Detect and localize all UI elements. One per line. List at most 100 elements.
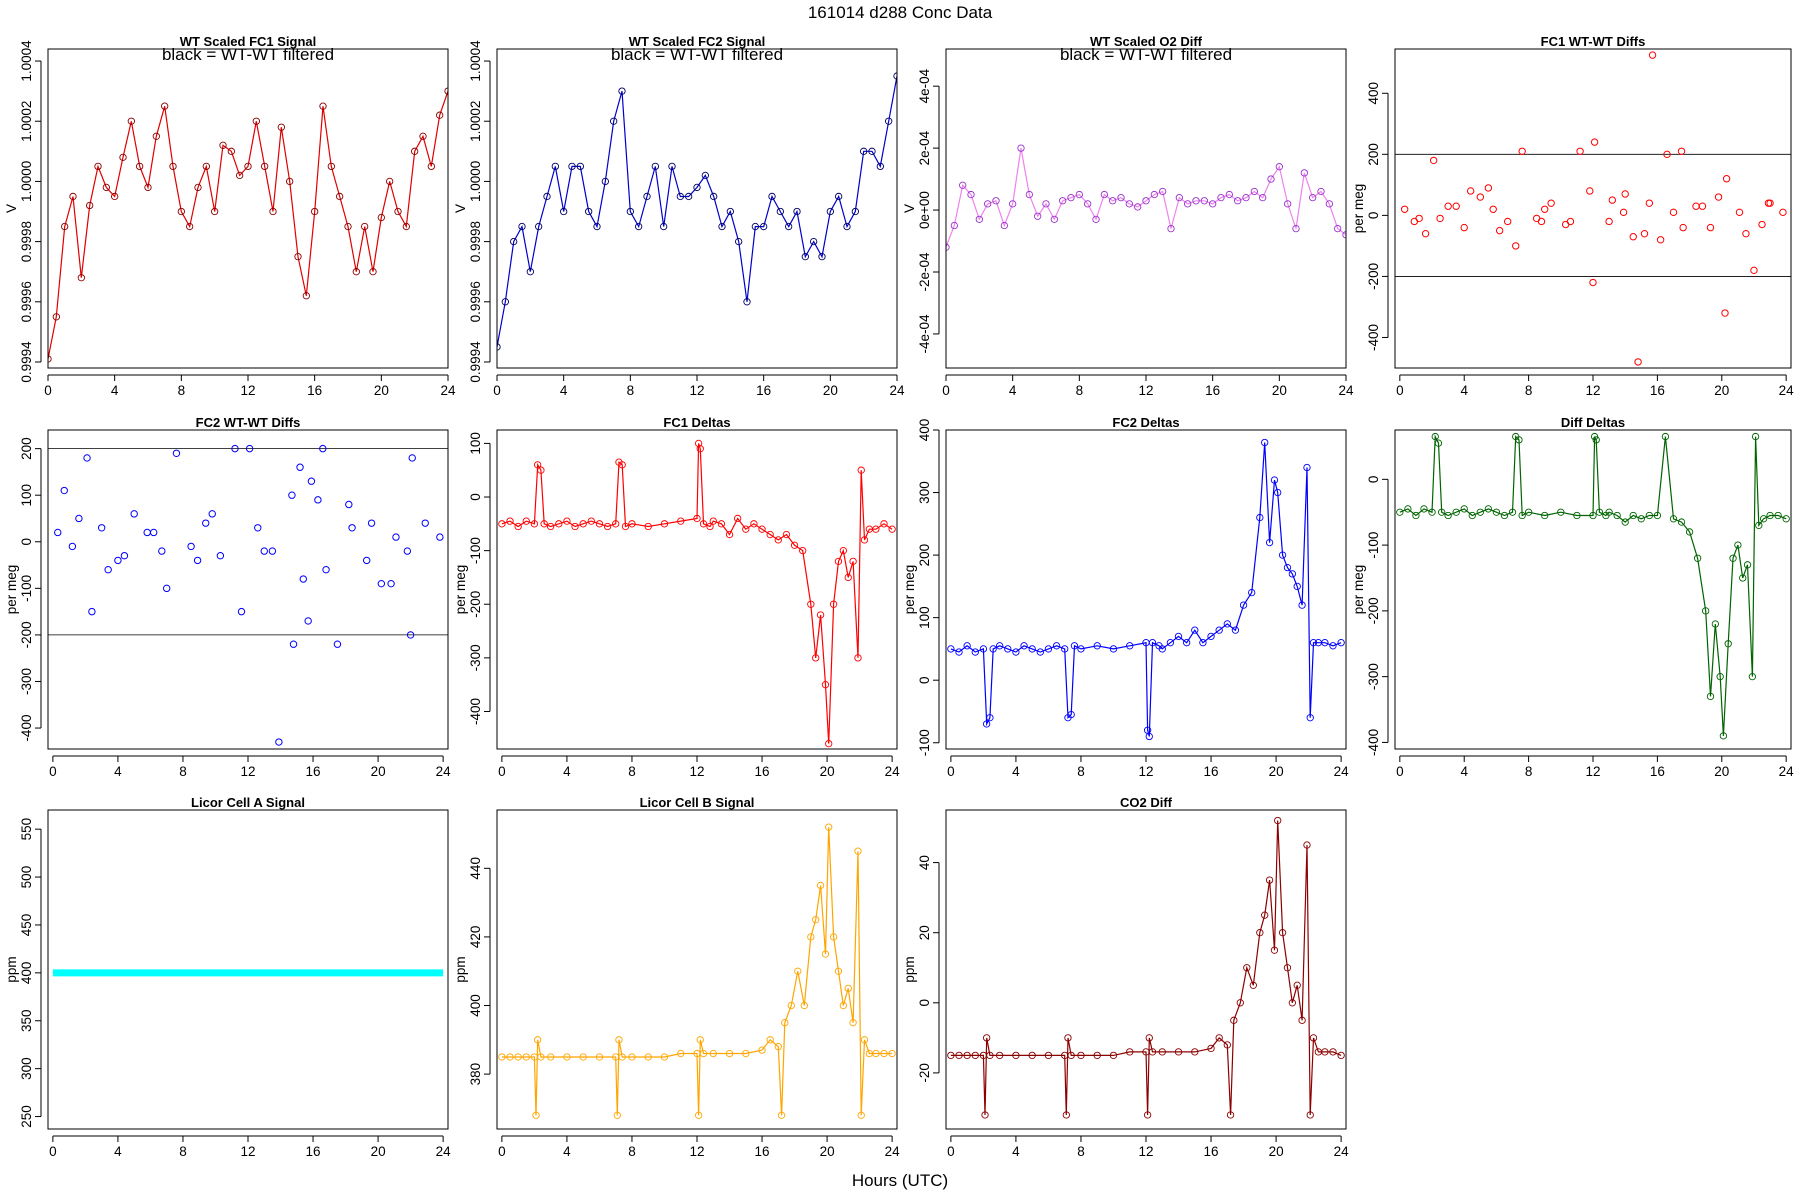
data-point (825, 739, 833, 748)
data-point (532, 1111, 540, 1119)
y-tick-label: -200 (468, 591, 483, 618)
x-tick-label: 4 (111, 383, 119, 398)
data-point (1629, 511, 1637, 520)
data-point (1512, 242, 1520, 250)
y-tick-label: 200 (1366, 143, 1381, 166)
data-point (868, 147, 876, 155)
data-point (387, 579, 395, 588)
data-point (849, 557, 857, 566)
x-tick-label: 8 (627, 383, 635, 398)
data-point (1605, 508, 1613, 516)
data-point (1283, 964, 1292, 972)
x-tick-label: 12 (240, 383, 255, 398)
data-point (1434, 439, 1443, 447)
data-point (1669, 515, 1678, 523)
data-point (1148, 1048, 1157, 1056)
data-point (1640, 229, 1649, 238)
data-point (777, 1111, 786, 1119)
data-point (1009, 200, 1017, 208)
data-point (860, 536, 869, 544)
data-point (68, 542, 77, 551)
y-tick-label: 100 (19, 484, 34, 507)
data-point (102, 183, 110, 192)
data-point (821, 950, 830, 958)
data-point (660, 1053, 669, 1061)
x-tick-label: 12 (689, 1144, 704, 1159)
data-point (651, 162, 659, 171)
y-tick-label: 0e+00 (917, 191, 932, 229)
data-point (825, 823, 833, 831)
data-point (289, 640, 298, 648)
data-point (88, 607, 96, 616)
series-fc2_signal (497, 72, 897, 351)
data-point (1142, 197, 1150, 205)
x-tick-label: 8 (628, 1144, 636, 1159)
data-point (1126, 642, 1134, 650)
data-point (595, 1053, 604, 1061)
data-point (774, 536, 782, 544)
y-axis-label: per meg (4, 565, 19, 615)
data-point (1484, 184, 1493, 192)
data-point (1573, 511, 1581, 520)
data-point (1256, 929, 1264, 937)
data-point (1589, 278, 1597, 287)
data-point (202, 519, 210, 527)
y-axis-label: V (4, 204, 19, 213)
data-point (1484, 505, 1493, 513)
data-point (158, 547, 166, 555)
data-point (1557, 508, 1565, 516)
y-tick-label: 550 (19, 818, 34, 841)
data-point (408, 454, 416, 462)
y-tick-label: 0 (468, 493, 483, 501)
data-point (971, 1051, 979, 1060)
data-point (1634, 358, 1642, 366)
data-point (751, 222, 759, 231)
data-point (560, 207, 568, 216)
data-point (807, 600, 815, 608)
data-point (947, 1051, 955, 1060)
data-point (992, 197, 1000, 205)
data-point (333, 640, 342, 648)
data-point (427, 162, 435, 171)
y-tick-label: 400 (917, 419, 932, 442)
data-point (169, 162, 177, 171)
x-tick-label: 0 (947, 1144, 955, 1159)
data-point (1215, 1034, 1223, 1042)
panel-title: Licor Cell B Signal (640, 795, 755, 810)
data-point (1223, 1041, 1231, 1049)
data-point (187, 542, 195, 551)
data-point (1217, 194, 1225, 202)
x-tick-label: 8 (1525, 764, 1533, 779)
x-tick-label: 4 (1009, 383, 1017, 398)
data-point (816, 881, 825, 890)
data-point (547, 1053, 555, 1061)
data-point (1034, 212, 1042, 220)
data-point (436, 533, 444, 541)
x-tick-label: 8 (1076, 383, 1084, 398)
data-point (127, 117, 135, 125)
data-point (1249, 981, 1257, 989)
data-point (498, 1053, 506, 1061)
data-point (1059, 197, 1067, 205)
data-point (742, 525, 750, 533)
y-tick-label: -200 (1366, 263, 1381, 290)
data-point (1518, 147, 1526, 155)
data-point (1274, 816, 1282, 825)
data-point (857, 466, 865, 474)
data-point (1236, 999, 1244, 1007)
x-tick-label: 20 (371, 764, 386, 779)
data-point (1184, 200, 1192, 208)
data-point (403, 547, 412, 555)
data-point (1661, 432, 1670, 441)
series-line (946, 147, 1346, 248)
data-point (818, 253, 826, 261)
data-point (60, 486, 68, 495)
y-tick-label: -400 (1366, 729, 1381, 756)
data-point (498, 520, 506, 528)
data-point (1125, 200, 1133, 208)
panel-title: FC1 Deltas (663, 415, 730, 430)
data-point (854, 654, 862, 662)
data-point (1298, 1016, 1306, 1024)
series-line (950, 820, 1342, 1116)
